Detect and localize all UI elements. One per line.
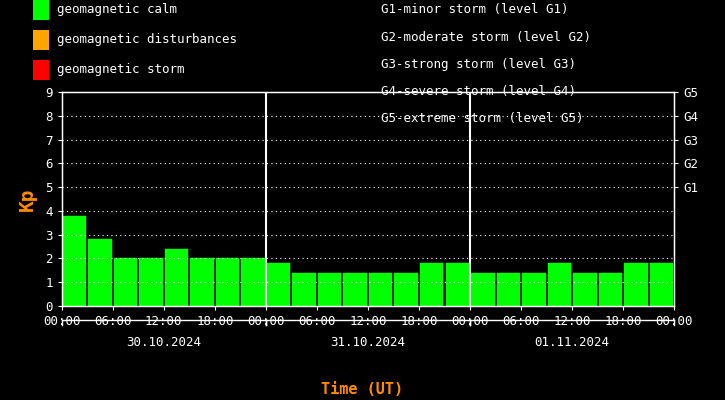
Bar: [599, 273, 622, 306]
Bar: [522, 273, 546, 306]
Bar: [624, 263, 647, 306]
Bar: [547, 263, 571, 306]
Bar: [497, 273, 520, 306]
Bar: [216, 258, 239, 306]
Text: G4-severe storm (level G4): G4-severe storm (level G4): [381, 85, 576, 98]
Bar: [241, 258, 265, 306]
Text: G2-moderate storm (level G2): G2-moderate storm (level G2): [381, 31, 591, 44]
Bar: [394, 273, 418, 306]
Text: Time (UT): Time (UT): [321, 382, 404, 398]
Text: 30.10.2024: 30.10.2024: [126, 336, 202, 348]
Bar: [573, 273, 597, 306]
Bar: [139, 258, 162, 306]
Bar: [88, 240, 112, 306]
Bar: [62, 216, 86, 306]
Bar: [369, 273, 392, 306]
Bar: [190, 258, 214, 306]
Bar: [165, 249, 189, 306]
Bar: [292, 273, 316, 306]
Y-axis label: Kp: Kp: [18, 187, 37, 211]
Text: 31.10.2024: 31.10.2024: [331, 336, 405, 348]
Bar: [318, 273, 341, 306]
Bar: [267, 263, 290, 306]
Bar: [114, 258, 137, 306]
Text: G1-minor storm (level G1): G1-minor storm (level G1): [381, 4, 568, 16]
Text: geomagnetic calm: geomagnetic calm: [57, 4, 178, 16]
Bar: [446, 263, 469, 306]
Text: 01.11.2024: 01.11.2024: [534, 336, 610, 348]
Bar: [650, 263, 674, 306]
Text: geomagnetic disturbances: geomagnetic disturbances: [57, 34, 237, 46]
Bar: [420, 263, 444, 306]
Text: G5-extreme storm (level G5): G5-extreme storm (level G5): [381, 112, 583, 125]
Text: geomagnetic storm: geomagnetic storm: [57, 64, 185, 76]
Bar: [471, 273, 494, 306]
Text: G3-strong storm (level G3): G3-strong storm (level G3): [381, 58, 576, 71]
Bar: [344, 273, 367, 306]
